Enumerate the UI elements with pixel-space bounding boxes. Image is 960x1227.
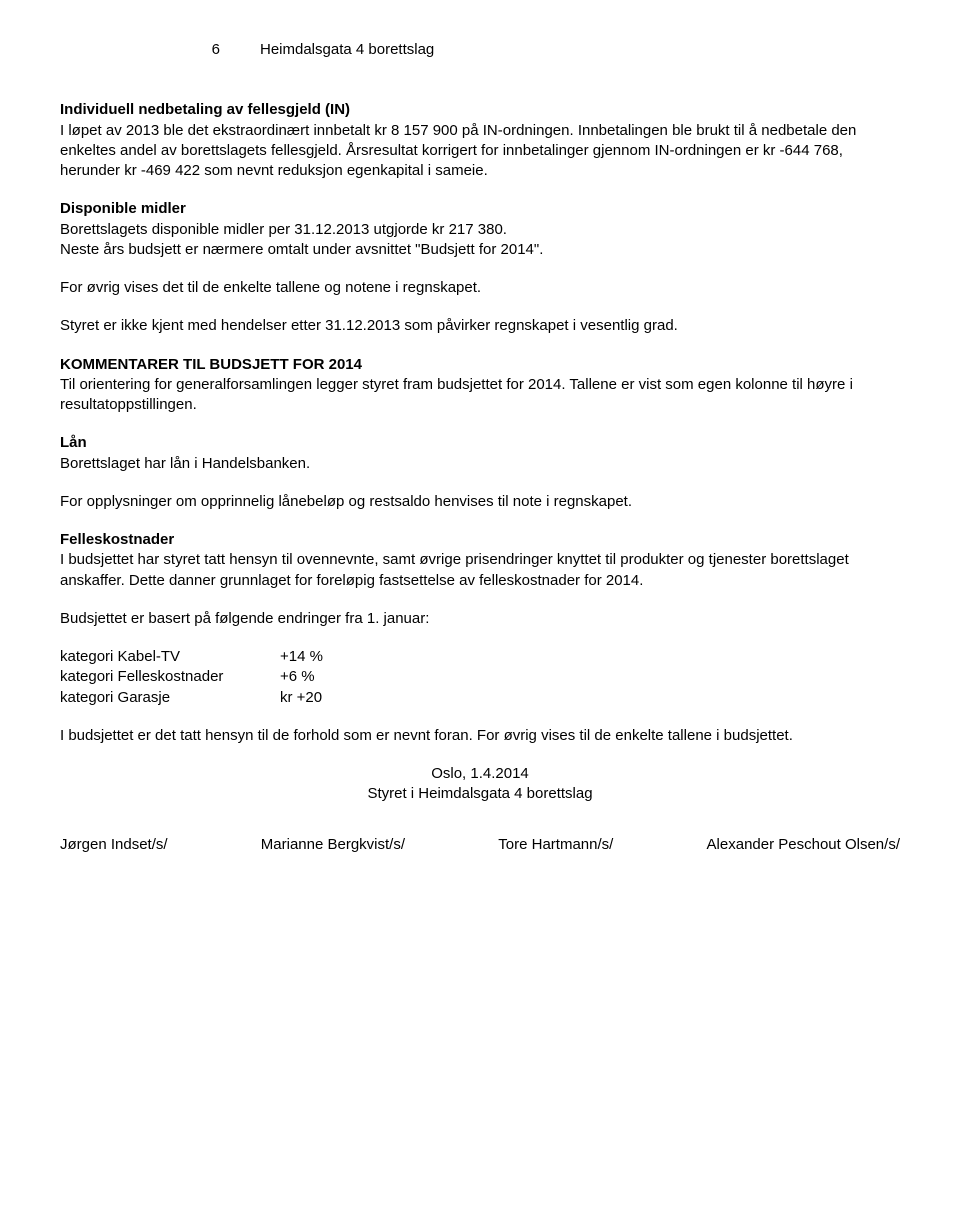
paragraph: Borettslagets disponible midler per 31.1… xyxy=(60,220,900,240)
signature-name: Jørgen Indset/s/ xyxy=(60,835,168,855)
changes-table: kategori Kabel-TV +14 % kategori Fellesk… xyxy=(60,647,900,708)
document-title: Heimdalsgata 4 borettslag xyxy=(260,40,900,60)
change-label: kategori Garasje xyxy=(60,688,280,708)
section-heading-disponible: Disponible midler xyxy=(60,199,900,219)
paragraph: I budsjettet er det tatt hensyn til de f… xyxy=(60,726,900,746)
table-row: kategori Garasje kr +20 xyxy=(60,688,900,708)
place-date: Oslo, 1.4.2014 xyxy=(60,764,900,784)
change-label: kategori Felleskostnader xyxy=(60,667,280,687)
paragraph: Budsjettet er basert på følgende endring… xyxy=(60,609,900,629)
paragraph: For øvrig vises det til de enkelte talle… xyxy=(60,278,900,298)
signature-block: Oslo, 1.4.2014 Styret i Heimdalsgata 4 b… xyxy=(60,764,900,805)
table-row: kategori Kabel-TV +14 % xyxy=(60,647,900,667)
change-value: kr +20 xyxy=(280,688,380,708)
page-number: 6 xyxy=(60,40,260,60)
page-header: 6 Heimdalsgata 4 borettslag xyxy=(60,40,900,60)
section-heading-budsjett: KOMMENTARER TIL BUDSJETT FOR 2014 xyxy=(60,355,900,375)
signatures-row: Jørgen Indset/s/ Marianne Bergkvist/s/ T… xyxy=(60,835,900,855)
signature-name: Marianne Bergkvist/s/ xyxy=(261,835,405,855)
section-heading-in: Individuell nedbetaling av fellesgjeld (… xyxy=(60,100,900,120)
paragraph: Til orientering for generalforsamlingen … xyxy=(60,375,900,416)
paragraph: I løpet av 2013 ble det ekstraordinært i… xyxy=(60,121,900,182)
section-heading-felleskostnader: Felleskostnader xyxy=(60,530,900,550)
paragraph: Neste års budsjett er nærmere omtalt und… xyxy=(60,240,900,260)
change-value: +14 % xyxy=(280,647,380,667)
paragraph: Styret er ikke kjent med hendelser etter… xyxy=(60,316,900,336)
change-value: +6 % xyxy=(280,667,380,687)
paragraph: Borettslaget har lån i Handelsbanken. xyxy=(60,454,900,474)
paragraph: I budsjettet har styret tatt hensyn til … xyxy=(60,550,900,591)
signature-name: Tore Hartmann/s/ xyxy=(498,835,613,855)
table-row: kategori Felleskostnader +6 % xyxy=(60,667,900,687)
section-heading-laan: Lån xyxy=(60,433,900,453)
board-line: Styret i Heimdalsgata 4 borettslag xyxy=(60,784,900,804)
change-label: kategori Kabel-TV xyxy=(60,647,280,667)
signature-name: Alexander Peschout Olsen/s/ xyxy=(707,835,900,855)
paragraph: For opplysninger om opprinnelig lånebelø… xyxy=(60,492,900,512)
